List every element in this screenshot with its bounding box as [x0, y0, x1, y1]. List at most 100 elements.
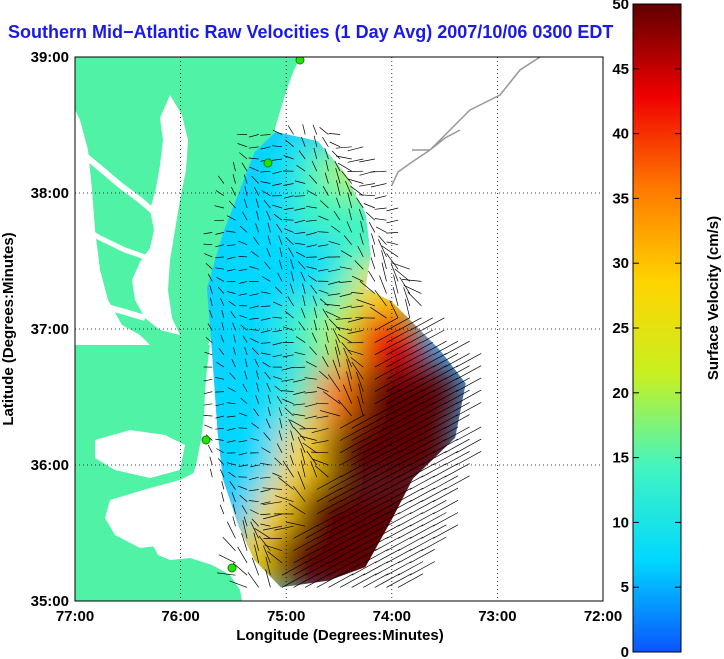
velocity-arrow — [238, 256, 248, 258]
velocity-arrow — [255, 223, 260, 233]
velocity-arrow — [432, 414, 459, 429]
velocity-arrow — [238, 240, 248, 246]
velocity-arrow — [287, 296, 294, 307]
velocity-arrow — [421, 499, 447, 515]
velocity-arrow — [339, 426, 366, 441]
velocity-arrow — [282, 398, 294, 405]
velocity-arrow — [227, 291, 236, 294]
velocity-arrow — [221, 491, 225, 502]
velocity-arrow — [249, 293, 259, 297]
velocity-arrow — [397, 548, 424, 564]
velocity-arrow — [240, 324, 248, 331]
velocity-arrow — [386, 512, 412, 527]
y-tick-label: 35:00 — [31, 593, 69, 610]
velocity-arrow — [404, 299, 411, 319]
velocity-arrow — [239, 225, 248, 233]
velocity-arrow — [333, 210, 341, 221]
velocity-arrow — [324, 148, 329, 160]
velocity-arrow — [232, 562, 248, 576]
velocity-arrow — [232, 174, 236, 184]
velocity-arrow — [286, 521, 306, 527]
velocity-arrow — [203, 415, 213, 417]
velocity-arrow — [238, 464, 248, 467]
velocity-arrow — [310, 284, 318, 294]
velocity-arrow — [226, 268, 236, 272]
velocity-arrow — [222, 536, 236, 551]
velocity-arrow — [397, 475, 424, 490]
velocity-arrow — [305, 548, 331, 564]
velocity-arrow — [227, 256, 236, 260]
velocity-arrow — [203, 378, 213, 382]
velocity-arrow — [239, 314, 248, 319]
velocity-arrow — [374, 548, 401, 564]
velocity-arrow — [351, 548, 377, 564]
velocity-arrow — [267, 394, 271, 404]
velocity-arrow — [203, 391, 213, 395]
velocity-arrow — [339, 305, 352, 310]
velocity-arrow — [358, 194, 375, 197]
velocity-arrow — [263, 199, 271, 209]
velocity-arrow — [233, 334, 236, 343]
velocity-arrow — [386, 499, 412, 515]
velocity-arrow — [272, 316, 283, 319]
velocity-arrow — [374, 450, 401, 466]
velocity-arrow — [339, 536, 366, 552]
velocity-arrow — [217, 458, 225, 466]
velocity-arrow — [381, 250, 387, 270]
velocity-arrow — [339, 487, 366, 503]
velocity-arrow — [284, 310, 294, 319]
velocity-arrow — [248, 146, 259, 149]
velocity-arrow — [409, 499, 435, 515]
velocity-arrow — [227, 462, 236, 466]
velocity-arrow — [397, 524, 424, 539]
velocity-arrow — [309, 346, 318, 356]
velocity-arrow — [409, 536, 435, 552]
velocity-arrow — [328, 487, 354, 503]
velocity-arrow — [316, 487, 342, 503]
velocity-arrow — [297, 471, 306, 490]
velocity-arrow — [397, 561, 424, 576]
velocity-arrow — [312, 124, 318, 135]
velocity-arrow — [306, 232, 317, 236]
velocity-arrow — [374, 195, 387, 199]
velocity-arrow — [325, 331, 329, 343]
colorbar-tick-label: 0 — [621, 644, 629, 659]
x-tick-label: 77:00 — [56, 608, 94, 625]
velocity-arrow — [328, 536, 354, 552]
velocity-arrow — [217, 175, 225, 184]
velocity-arrow — [386, 475, 412, 490]
velocity-arrow — [409, 512, 435, 527]
river-james — [77, 297, 146, 321]
velocity-arrow — [374, 365, 401, 380]
velocity-arrow — [298, 321, 306, 331]
velocity-arrow — [278, 235, 283, 245]
velocity-arrow — [322, 308, 329, 319]
velocity-arrow — [336, 197, 341, 209]
velocity-arrow — [215, 267, 224, 270]
velocity-arrow — [226, 415, 236, 418]
velocity-arrow — [421, 353, 447, 368]
velocity-arrow — [293, 378, 306, 383]
velocity-arrow — [356, 198, 364, 209]
velocity-arrow — [281, 366, 294, 371]
velocity-arrow — [355, 371, 364, 392]
velocity-arrow — [363, 487, 389, 503]
velocity-arrow — [351, 275, 364, 282]
velocity-arrow — [244, 358, 248, 368]
velocity-arrow — [409, 438, 435, 454]
velocity-vectors — [203, 124, 482, 588]
velocity-arrow — [351, 414, 377, 429]
y-axis-label: Latitude (Degrees:Minutes) — [0, 232, 17, 425]
velocity-arrow — [300, 448, 306, 466]
velocity-arrow — [266, 382, 271, 392]
velocity-arrow — [365, 211, 376, 221]
velocity-arrow — [397, 365, 424, 380]
velocity-arrow — [363, 203, 376, 209]
velocity-arrow — [260, 181, 271, 184]
velocity-arrow — [363, 438, 389, 454]
velocity-arrow — [249, 338, 259, 343]
velocity-arrow — [261, 447, 271, 454]
velocity-arrow — [220, 298, 225, 307]
velocity-arrow — [325, 160, 329, 172]
